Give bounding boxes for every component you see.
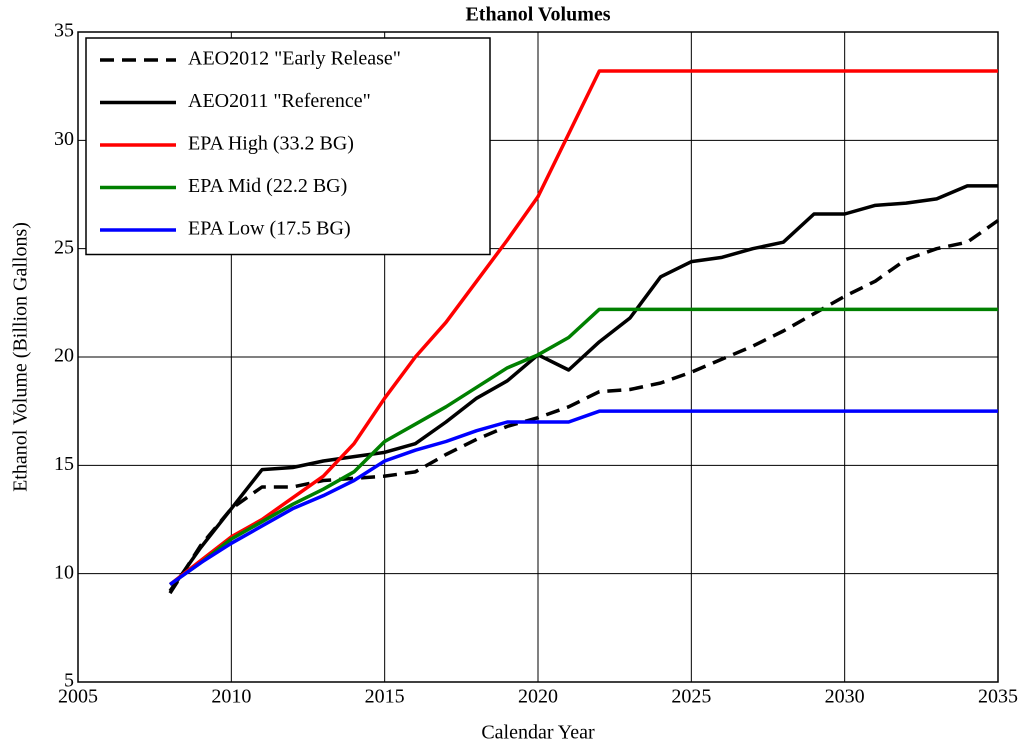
data-line bbox=[168, 307, 998, 586]
y-tick-label: 5 bbox=[64, 670, 74, 692]
x-tick-label: 2005 bbox=[58, 686, 98, 708]
y-axis-label: Ethanol Volume (Billion Gallons) bbox=[10, 222, 32, 492]
y-tick-label: 15 bbox=[54, 453, 74, 475]
plot-frame bbox=[77, 31, 999, 683]
legend-label: EPA Low (17.5 BG) bbox=[188, 218, 351, 240]
y-tick-label: 30 bbox=[54, 128, 74, 150]
chart-title: Ethanol Volumes bbox=[465, 4, 610, 26]
data-line bbox=[168, 219, 1000, 595]
x-tick-label: 2020 bbox=[518, 686, 558, 708]
y-tick-label: 25 bbox=[54, 236, 74, 258]
data-line bbox=[168, 184, 998, 593]
x-axis-label: Calendar Year bbox=[481, 722, 595, 744]
x-tick-label: 2025 bbox=[671, 686, 711, 708]
legend-label: AEO2011 "Reference" bbox=[188, 90, 371, 112]
legend-label: EPA High (33.2 BG) bbox=[188, 133, 354, 155]
y-tick-label: 10 bbox=[54, 561, 74, 583]
x-tick-label: 2035 bbox=[978, 686, 1018, 708]
y-tick-label: 20 bbox=[54, 345, 74, 367]
data-line bbox=[168, 69, 998, 586]
legend-label: AEO2012 "Early Release" bbox=[188, 48, 401, 70]
x-tick-label: 2015 bbox=[365, 686, 405, 708]
x-tick-label: 2010 bbox=[211, 686, 251, 708]
x-tick-label: 2030 bbox=[825, 686, 865, 708]
legend-box bbox=[85, 37, 491, 256]
legend-label: EPA Mid (22.2 BG) bbox=[188, 175, 347, 197]
data-line bbox=[168, 409, 998, 586]
y-tick-label: 35 bbox=[54, 20, 74, 42]
